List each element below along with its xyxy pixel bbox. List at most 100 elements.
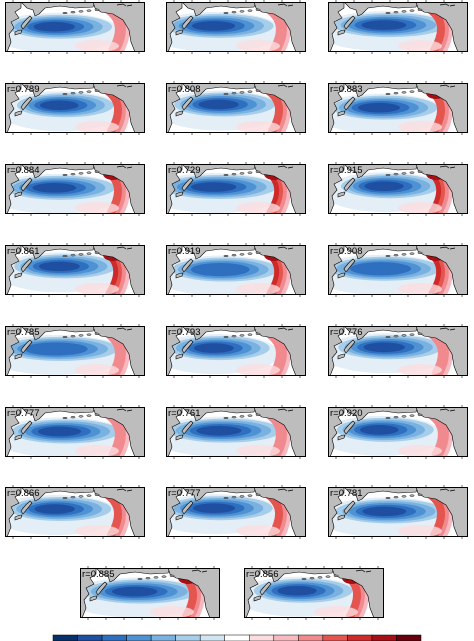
correlation-label: r=0.885 <box>82 569 115 580</box>
panel-frame <box>5 2 145 52</box>
anomaly-field <box>5 407 130 457</box>
land-mask <box>166 487 306 537</box>
correlation-label: r=0.856 <box>246 569 279 580</box>
colorbar-segment <box>175 634 201 641</box>
map-panel: r=0.885 <box>80 566 220 620</box>
anomaly-field <box>5 2 130 52</box>
correlation-label: r=0.915 <box>330 165 363 176</box>
panel-frame <box>166 83 306 133</box>
map-panel: r=0.919 <box>166 243 306 297</box>
map-panel: r=0.793 <box>166 324 306 378</box>
land-mask <box>328 2 468 52</box>
panel-frame <box>166 2 306 52</box>
correlation-label: r=0.884 <box>7 165 40 176</box>
panel-frame <box>244 568 384 618</box>
panel-frame <box>328 83 468 133</box>
colorbar-segment <box>52 634 78 641</box>
map-panel <box>5 0 145 54</box>
correlation-label: r=0.908 <box>330 246 363 257</box>
anomaly-field <box>328 326 453 376</box>
correlation-label: r=0.761 <box>168 408 201 419</box>
panel-frame <box>328 2 468 52</box>
map-panel: r=0.777 <box>166 485 306 539</box>
map-panel: r=0.908 <box>328 243 468 297</box>
anomaly-field <box>5 326 130 376</box>
land-mask <box>166 2 306 52</box>
panel-frame <box>166 487 306 537</box>
land-mask <box>328 83 468 133</box>
map-panel: r=0.866 <box>5 485 145 539</box>
correlation-label: r=0.781 <box>330 488 363 499</box>
correlation-label: r=0.777 <box>7 408 40 419</box>
panel-frame <box>166 164 306 214</box>
correlation-label: r=0.793 <box>168 327 201 338</box>
anomaly-field <box>166 487 291 537</box>
correlation-label: r=0.866 <box>7 488 40 499</box>
colorbar-segment <box>249 634 275 641</box>
colorbar-segment <box>126 634 152 641</box>
colorbar-segment <box>101 634 127 641</box>
land-mask <box>5 245 145 295</box>
panel-frame <box>166 245 306 295</box>
map-panel: r=0.915 <box>328 162 468 216</box>
panel-frame <box>5 326 145 376</box>
panel-frame <box>328 407 468 457</box>
map-panel <box>166 0 306 54</box>
panel-frame <box>328 164 468 214</box>
map-panel: r=0.777 <box>5 405 145 459</box>
colorbar-segment <box>322 634 348 641</box>
panel-frame <box>328 487 468 537</box>
colorbar-segment <box>298 634 324 641</box>
map-panel: r=0.808 <box>166 81 306 135</box>
correlation-label: r=0.785 <box>7 327 40 338</box>
land-mask <box>166 245 306 295</box>
map-panel: r=0.861 <box>5 243 145 297</box>
land-mask <box>5 326 145 376</box>
map-panel: r=0.789 <box>5 81 145 135</box>
land-mask <box>5 407 145 457</box>
map-panel: r=0.729 <box>166 162 306 216</box>
panel-frame <box>5 164 145 214</box>
correlation-label: r=0.789 <box>7 84 40 95</box>
land-mask <box>328 407 468 457</box>
colorbar-segment <box>347 634 373 641</box>
correlation-label: r=0.776 <box>330 327 363 338</box>
land-mask <box>80 568 220 618</box>
panel-frame <box>328 245 468 295</box>
land-mask <box>328 245 468 295</box>
map-panel: r=0.781 <box>328 485 468 539</box>
correlation-label: r=0.883 <box>330 84 363 95</box>
land-mask <box>5 487 145 537</box>
colorbar-segment <box>224 634 250 641</box>
panel-frame <box>166 326 306 376</box>
map-panel: r=0.785 <box>5 324 145 378</box>
correlation-label: r=0.861 <box>7 246 40 257</box>
colorbar-segment <box>150 634 176 641</box>
map-panel: r=0.761 <box>166 405 306 459</box>
land-mask <box>166 407 306 457</box>
correlation-label: r=0.729 <box>168 165 201 176</box>
anomaly-field <box>5 487 130 537</box>
correlation-label: r=0.777 <box>168 488 201 499</box>
map-panel <box>328 0 468 54</box>
map-panel: r=0.776 <box>328 324 468 378</box>
anomaly-field <box>166 407 292 457</box>
correlation-label: r=0.808 <box>168 84 201 95</box>
land-mask <box>5 83 145 133</box>
panel-frame <box>328 326 468 376</box>
panel-frame <box>5 83 145 133</box>
correlation-label: r=0.920 <box>330 408 363 419</box>
panel-frame <box>80 568 220 618</box>
land-mask <box>244 568 384 618</box>
land-mask <box>166 164 306 214</box>
colorbar <box>52 634 422 641</box>
panel-frame <box>5 487 145 537</box>
anomaly-field <box>328 245 453 295</box>
map-panels: r=0.789 r=0.808 r=0.883 r=0.884 r=0.729 r=0.9… <box>5 0 468 620</box>
land-mask <box>5 2 145 52</box>
land-mask <box>166 326 306 376</box>
panel-frame <box>5 245 145 295</box>
map-panel: r=0.884 <box>5 162 145 216</box>
land-mask <box>5 164 145 214</box>
anomaly-field <box>328 83 453 133</box>
